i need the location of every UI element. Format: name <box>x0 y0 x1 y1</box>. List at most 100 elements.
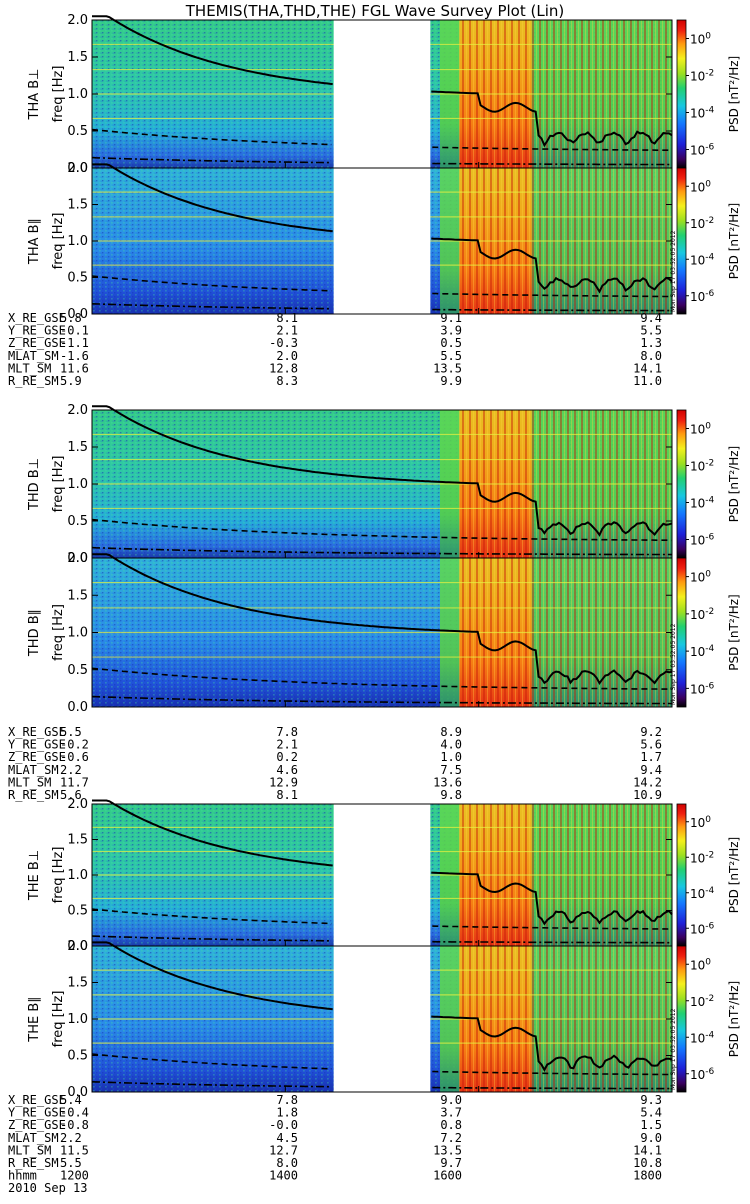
y-tick-label: 1.0 <box>67 87 88 102</box>
ephemeris-value: -1.6 <box>60 349 89 363</box>
ephemeris-value: 9.7 <box>440 1156 462 1170</box>
colorbar-tick-label: 10-4 <box>690 886 715 901</box>
spectrogram-panel: 0.0 0.5 1.0 1.5 2.0 THE B∥ freq [Hz] 100 10-2 10-… <box>27 939 741 1100</box>
fraction-curve <box>91 128 673 152</box>
chart-title: THEMIS(THA,THD,THE) FGL Wave Survey Plot… <box>185 2 564 20</box>
y-tick-label: 0.5 <box>67 514 88 529</box>
panel-label: THA B⊥ <box>27 69 42 121</box>
ephemeris-value: 9.9 <box>440 374 462 388</box>
colorbar-tick-label: 100 <box>690 422 711 437</box>
colorbar-tick-label: 10-2 <box>690 216 714 231</box>
y-tick-label: 1.5 <box>67 976 88 991</box>
fraction-curve <box>91 1053 672 1076</box>
ephemeris-label: Z_RE_GSE <box>8 1118 66 1132</box>
y-tick-label: 2.0 <box>67 403 88 418</box>
y-tick-label: 0.5 <box>67 124 88 139</box>
panel-label: THA B∥ <box>27 218 42 265</box>
freq-axis-label: freq [Hz] <box>51 991 66 1048</box>
ephemeris-value: 2.0 <box>276 349 298 363</box>
ephemeris-label: hhmm <box>8 1169 37 1183</box>
ephemeris-value: 8.0 <box>640 349 662 363</box>
colorbar-tick-label: 100 <box>690 179 711 194</box>
ephemeris-value: -0.6 <box>60 750 89 764</box>
ephemeris-value: 5.8 <box>60 311 82 325</box>
ephemeris-value: 11.7 <box>60 775 89 789</box>
ephemeris-value: 14.1 <box>633 361 662 375</box>
ephemeris-value: -0.3 <box>269 336 298 350</box>
colorbar-tick-label: 10-6 <box>690 533 715 548</box>
ephemeris-value: 1.5 <box>640 1118 662 1132</box>
ephemeris-value: 11.6 <box>60 361 89 375</box>
ephemeris-value: 5.6 <box>640 738 662 752</box>
spectrogram-panel: 0.0 0.5 1.0 1.5 2.0 THD B⊥ freq [Hz] 100 10-2 10-… <box>27 403 741 566</box>
freq-axis-label: freq [Hz] <box>51 456 66 513</box>
ephemeris-label: X_RE_GSE <box>8 725 66 739</box>
timestamp-stamp: Mon Sep 17 03:52:05 2012 <box>670 1008 677 1090</box>
ephemeris-value: 5.6 <box>60 788 82 802</box>
y-tick-label: 2.0 <box>67 939 88 954</box>
ephemeris-value: 9.3 <box>640 1093 662 1107</box>
ephemeris-label: MLT_SM <box>8 1143 51 1157</box>
ephemeris-value: 14.1 <box>633 1143 662 1157</box>
ephemeris-value: 1400 <box>269 1169 298 1183</box>
colorbar-tick-label: 10-2 <box>690 850 714 865</box>
colorbar <box>676 945 687 1093</box>
ephemeris-value: 0.8 <box>440 1118 462 1132</box>
colorbar <box>676 19 687 169</box>
ephemeris-value: 9.0 <box>640 1131 662 1145</box>
panel-label: THD B∥ <box>27 609 42 657</box>
ephemeris-value: 12.9 <box>269 775 298 789</box>
fraction-curve <box>91 156 673 166</box>
gyrofrequency-curve <box>92 799 673 926</box>
y-tick-label: 2.0 <box>67 161 88 176</box>
colorbar-label: PSD [nT²/Hz] <box>727 56 741 132</box>
ephemeris-value: 1800 <box>633 1169 662 1183</box>
ephemeris-value: 1600 <box>433 1169 462 1183</box>
colorbar-label: PSD [nT²/Hz] <box>727 446 741 522</box>
ephemeris-value: 9.0 <box>440 1093 462 1107</box>
ephemeris-value: 2.2 <box>60 1131 82 1145</box>
y-tick-label: 0.0 <box>67 1085 88 1100</box>
y-tick-label: 0.0 <box>67 551 88 566</box>
fraction-curve <box>91 518 673 542</box>
ephemeris-value: 4.0 <box>440 738 462 752</box>
colorbar-label: PSD [nT²/Hz] <box>727 203 741 279</box>
ephemeris-label: MLT_SM <box>8 775 51 789</box>
data-gap <box>333 168 431 314</box>
ephemeris-value: 8.1 <box>276 311 298 325</box>
colorbar-tick-label: 10-4 <box>690 106 715 121</box>
ephemeris-label: Z_RE_GSE <box>8 336 66 350</box>
ephemeris-value: 12.8 <box>269 361 298 375</box>
spectrogram-panel: 0.0 0.5 1.0 1.5 2.0 THD B∥ freq [Hz] 100 10-2 10-… <box>27 551 741 715</box>
ephemeris-value: 8.0 <box>276 1156 298 1170</box>
ephemeris-value: 0.5 <box>440 336 462 350</box>
gyrofrequency-curve <box>92 405 673 537</box>
gyrofrequency-curve <box>92 553 673 685</box>
fraction-curve <box>91 908 672 930</box>
ephemeris-value: 10.9 <box>633 788 662 802</box>
colorbar <box>676 803 687 947</box>
colorbar-label: PSD [nT²/Hz] <box>727 837 741 913</box>
timestamp-stamp: Mon Sep 17 03:52:05 2012 <box>670 623 677 705</box>
ephemeris-label: Y_RE_GSE <box>8 738 66 752</box>
ephemeris-label: Y_RE_GSE <box>8 324 66 338</box>
ephemeris-label: R_RE_SM <box>8 374 59 388</box>
spectrogram-panel: 0.0 0.5 1.0 1.5 2.0 THA B⊥ freq [Hz] 100 10-2 10-… <box>27 13 741 176</box>
colorbar-tick-label: 10-2 <box>690 69 714 84</box>
ephemeris-label: Z_RE_GSE <box>8 750 66 764</box>
ephemeris-value: 2.2 <box>60 763 82 777</box>
y-tick-label: 1.5 <box>67 588 88 603</box>
colorbar-label: PSD [nT²/Hz] <box>727 594 741 670</box>
ephemeris-label: X_RE_GSE <box>8 311 66 325</box>
ephemeris-label: X_RE_GSE <box>8 1093 66 1107</box>
spectrogram-panel: 0.0 0.5 1.0 1.5 2.0 THE B⊥ freq [Hz] 100 10-2 10-… <box>27 797 741 954</box>
ephemeris-value: 0.2 <box>276 750 298 764</box>
gyrofrequency-curve <box>92 941 673 1072</box>
freq-axis-label: freq [Hz] <box>51 847 66 904</box>
y-tick-label: 1.5 <box>67 833 88 848</box>
y-tick-label: 2.0 <box>67 797 88 812</box>
data-gap <box>333 946 431 1092</box>
ephemeris-value: 11.0 <box>633 374 662 388</box>
